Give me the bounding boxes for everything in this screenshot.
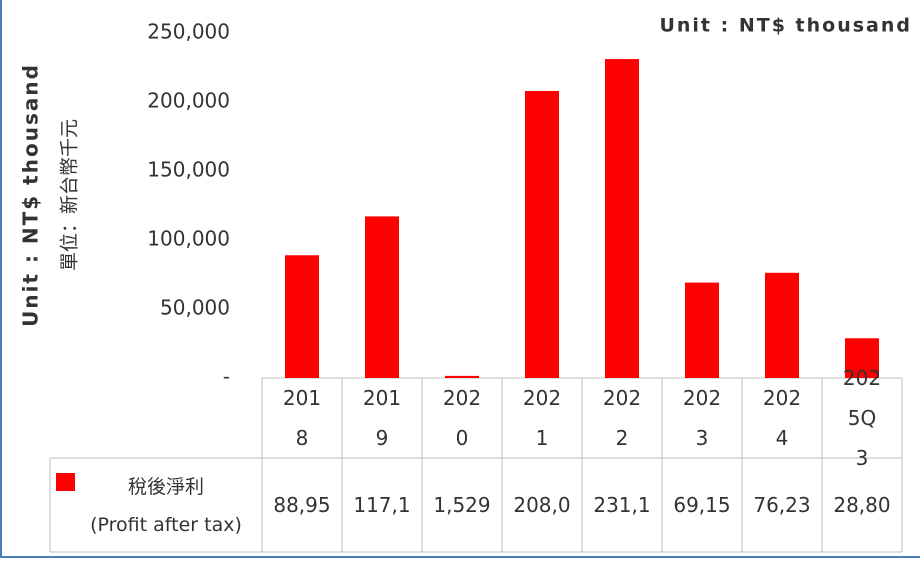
x-tick-label: 2018 (282, 386, 322, 450)
x-tick-label: 2025Q3 (842, 366, 882, 470)
legend-label-en: (Profit after tax) (90, 514, 242, 536)
y-tick-label: 150,000 (147, 158, 230, 182)
x-tick-label: 2021 (522, 386, 562, 450)
legend-label: 稅後淨利 (127, 476, 204, 498)
bar (285, 255, 319, 378)
bar (365, 216, 399, 378)
value-label: 208,0 (513, 493, 571, 517)
y-tick-label: 200,000 (147, 89, 230, 113)
y-axis-title: Unit : NT$ thousand (19, 63, 43, 327)
bar (605, 59, 639, 378)
category-cell: 2023 (662, 378, 742, 458)
value-label: 1,529 (433, 493, 491, 517)
x-tick-label: 2019 (362, 386, 402, 450)
category-cell: 2022 (582, 378, 662, 458)
category-cell: 2024 (742, 378, 822, 458)
category-cell: 2018 (262, 378, 342, 458)
value-label: 28,80 (833, 493, 891, 517)
bar (525, 90, 559, 379)
legend-key (56, 473, 75, 491)
unit-note: Unit : NT$ thousand (659, 15, 912, 37)
y-tick-label: - (223, 365, 230, 389)
bar (765, 272, 799, 378)
value-label: 117,1 (353, 493, 411, 517)
y-axis-title-zh: 單位：新台幣千元 (59, 119, 81, 271)
y-tick-label: 100,000 (147, 227, 230, 251)
x-tick-label: 2023 (682, 386, 722, 450)
bar (685, 282, 719, 378)
x-tick-label: 2020 (442, 386, 482, 450)
y-tick-label: 250,000 (147, 20, 230, 44)
category-cell: 2025Q3 (822, 366, 902, 470)
y-tick-label: 50,000 (160, 296, 230, 320)
x-tick-label: 2022 (602, 386, 642, 450)
bar (445, 375, 479, 378)
value-label: 88,95 (273, 493, 331, 517)
bar (845, 338, 879, 378)
category-cell: 2020 (422, 378, 502, 458)
value-label: 76,23 (753, 493, 811, 517)
value-label: 231,1 (593, 493, 651, 517)
x-tick-label: 2024 (762, 386, 802, 450)
category-cell: 2021 (502, 378, 582, 458)
value-label: 69,15 (673, 493, 731, 517)
category-cell: 2019 (342, 378, 422, 458)
